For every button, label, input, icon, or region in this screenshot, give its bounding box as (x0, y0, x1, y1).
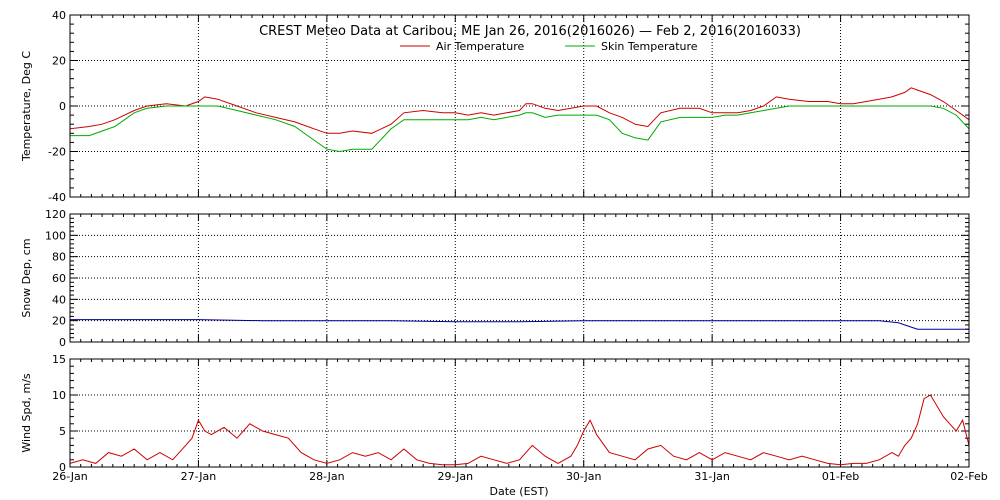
y-tick-label: -40 (48, 191, 66, 204)
chart-title: CREST Meteo Data at Caribou, ME Jan 26, … (259, 24, 801, 39)
y-tick-label: 40 (52, 9, 66, 22)
legend-entry: Skin Temperature (601, 40, 698, 53)
x-tick-label: 28-Jan (309, 470, 345, 483)
y-tick-label: 10 (52, 389, 66, 402)
plot-frame (69, 358, 970, 468)
y-tick-label: 20 (52, 315, 66, 328)
y-axis-label: Temperature, Deg C (20, 51, 33, 162)
y-tick-label: 0 (59, 100, 66, 113)
legend-entry: Air Temperature (436, 40, 525, 53)
y-tick-label: 0 (59, 461, 66, 474)
panel-0: -40 -20 0 20 40 Temperature, Deg C Air Tempera… (20, 9, 970, 204)
y-tick-label: 0 (59, 336, 66, 349)
x-tick-label: 29-Jan (438, 470, 474, 483)
x-tick-label: 01-Feb (822, 470, 859, 483)
series-line-2-0 (69, 394, 970, 466)
y-tick-label: 5 (59, 425, 66, 438)
y-tick-label: 20 (52, 55, 66, 68)
series-line-0-0 (69, 87, 970, 134)
series-line-1-0 (70, 319, 969, 330)
series-line-0-1 (70, 105, 970, 153)
y-tick-label: 15 (52, 353, 66, 366)
y-axis-label: Wind Spd, m/s (20, 373, 33, 453)
x-axis-label: Date (EST) (489, 485, 548, 498)
plot-frame (69, 14, 970, 198)
plot-frame (69, 213, 970, 343)
panel-1: 0 20 40 60 80 100 120 Snow Dep, cm (20, 208, 970, 349)
chart-panels: -40 -20 0 20 40 Temperature, Deg C Air Tempera… (20, 9, 988, 483)
x-tick-label: 02-Feb (950, 470, 987, 483)
y-tick-label: -20 (48, 146, 66, 159)
x-tick-label: 27-Jan (181, 470, 217, 483)
y-tick-label: 120 (45, 208, 66, 221)
y-tick-label: 60 (52, 272, 66, 285)
panel-2: 0 5 10 15 Wind Spd, m/s (20, 353, 970, 474)
x-tick-label: 26-Jan (52, 470, 88, 483)
y-tick-label: 100 (45, 229, 66, 242)
y-tick-label: 80 (52, 251, 66, 264)
y-axis-label: Snow Dep, cm (20, 238, 33, 317)
y-tick-label: 40 (52, 293, 66, 306)
x-tick-label: 30-Jan (566, 470, 602, 483)
x-tick-label: 31-Jan (694, 470, 730, 483)
